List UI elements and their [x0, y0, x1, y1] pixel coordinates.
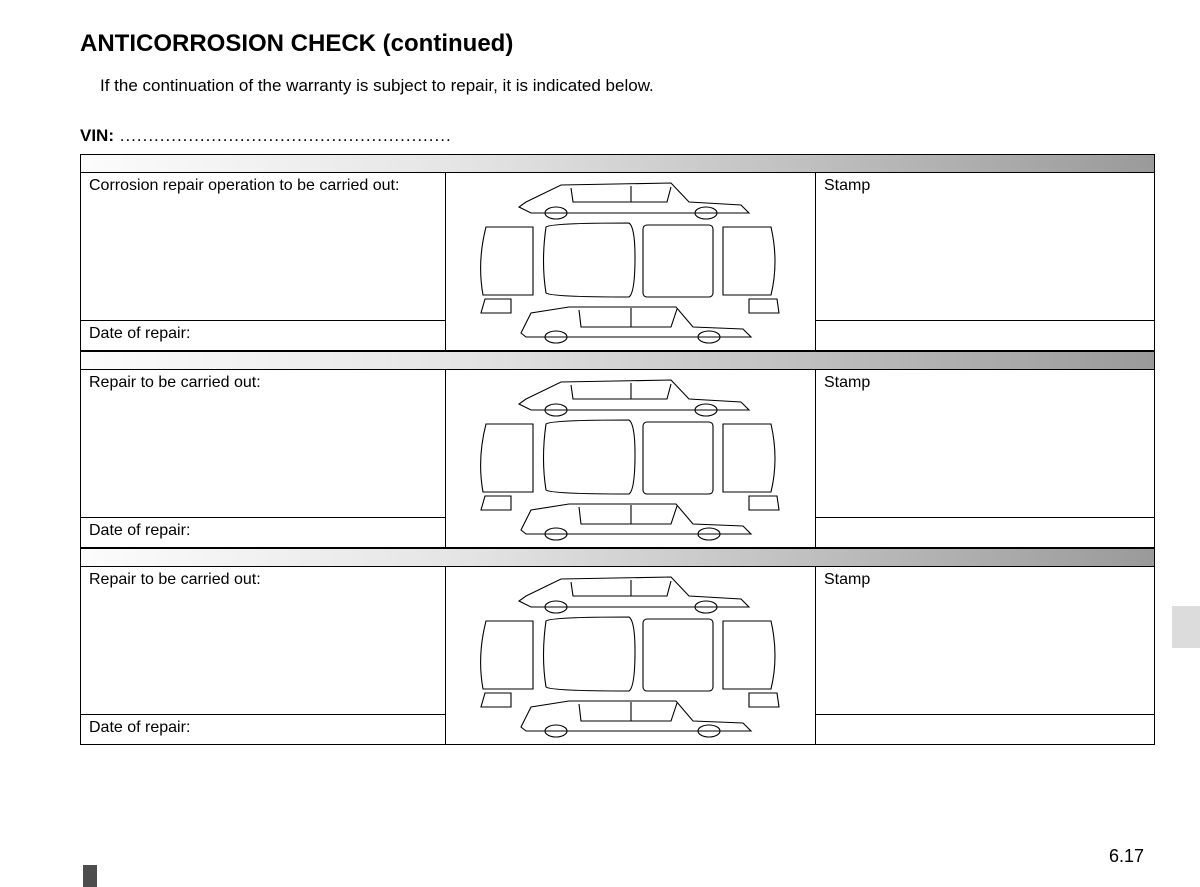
stamp-lower-cell: [816, 715, 1155, 745]
entry-table: Repair to be carried out:: [80, 566, 1155, 745]
entry-table: Repair to be carried out:: [80, 369, 1155, 548]
repair-label-cell: Repair to be carried out:: [81, 370, 446, 518]
date-label-cell: Date of repair:: [81, 321, 446, 351]
car-diagram-icon: [446, 374, 815, 544]
vin-label: VIN:: [80, 126, 114, 145]
vin-row: VIN: ...................................…: [80, 126, 1155, 146]
car-diagram-cell: [446, 370, 816, 548]
entry-table: Corrosion repair operation to be carried…: [80, 172, 1155, 351]
car-diagram-icon: [446, 177, 815, 347]
bottom-tab: [83, 865, 97, 887]
gradient-bar: [80, 351, 1155, 369]
gradient-bar: [80, 154, 1155, 172]
page-number: 6.17: [1109, 846, 1144, 867]
page-subtitle: If the continuation of the warranty is s…: [100, 76, 1155, 96]
date-label-cell: Date of repair:: [81, 518, 446, 548]
stamp-lower-cell: [816, 321, 1155, 351]
vin-dots: ........................................…: [114, 126, 452, 145]
stamp-cell: Stamp: [816, 370, 1155, 518]
repair-label-cell: Repair to be carried out:: [81, 567, 446, 715]
repair-label-cell: Corrosion repair operation to be carried…: [81, 173, 446, 321]
stamp-cell: Stamp: [816, 173, 1155, 321]
gradient-bar: [80, 548, 1155, 566]
page-title: ANTICORROSION CHECK (continued): [80, 30, 1155, 58]
stamp-lower-cell: [816, 518, 1155, 548]
car-diagram-cell: [446, 567, 816, 745]
car-diagram-cell: [446, 173, 816, 351]
car-diagram-icon: [446, 571, 815, 741]
date-label-cell: Date of repair:: [81, 715, 446, 745]
side-tab: [1172, 606, 1200, 648]
stamp-cell: Stamp: [816, 567, 1155, 715]
